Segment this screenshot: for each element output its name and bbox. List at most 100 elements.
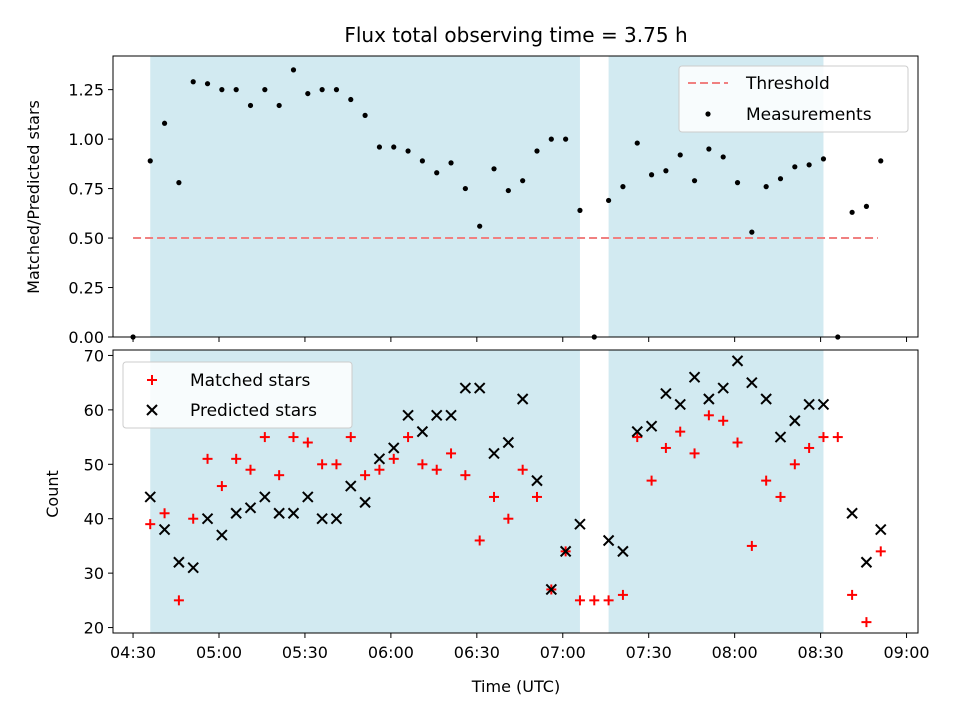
legend-measurements-label: Measurements bbox=[746, 105, 872, 125]
measurement-point bbox=[161, 120, 168, 126]
predicted-star-point-b bbox=[259, 491, 271, 503]
predicted-star-point-b bbox=[173, 556, 185, 568]
matched-star-point bbox=[517, 464, 528, 475]
predicted-star-point bbox=[373, 453, 386, 465]
predicted-star-point-b bbox=[359, 496, 371, 509]
measurement-point bbox=[190, 79, 196, 85]
matched-star-point bbox=[775, 491, 786, 502]
predicted-star-point bbox=[359, 496, 371, 509]
predicted-star-point-b bbox=[230, 507, 242, 519]
matched-star-point bbox=[173, 595, 184, 606]
predicted-star-point-b bbox=[674, 398, 686, 411]
predicted-star-point bbox=[273, 507, 285, 519]
predicted-star-point bbox=[216, 529, 228, 541]
predicted-star-point-b bbox=[287, 507, 300, 519]
matched-star-point bbox=[503, 513, 514, 524]
matched-star-point bbox=[446, 448, 457, 459]
matched-star-point bbox=[646, 475, 657, 486]
predicted-star-point-b bbox=[860, 556, 873, 568]
matched-star-point bbox=[703, 410, 714, 421]
matched-star-point bbox=[832, 432, 843, 443]
predicted-star-point-b bbox=[158, 523, 171, 536]
bottom-y-tick-label-0: 20 bbox=[84, 619, 104, 638]
top-y-tick-label-0: 0.00 bbox=[68, 328, 104, 347]
top-chart-title: Flux total observing time = 3.75 h bbox=[344, 23, 687, 47]
predicted-star-point-b bbox=[803, 398, 815, 411]
bottom-panel: 04:30 05:00 05:30 06:00 06:30 07:00 07:30 08:00… bbox=[84, 346, 930, 662]
predicted-star-point bbox=[617, 545, 629, 558]
legend-matched-swatch bbox=[147, 375, 157, 385]
top-y-axis-label: Matched/Predicted stars bbox=[24, 100, 43, 294]
measurement-point bbox=[563, 136, 569, 142]
bottom-y-tick-label-3: 50 bbox=[84, 455, 104, 474]
matched-star-point bbox=[259, 432, 270, 443]
predicted-star-point-b bbox=[789, 415, 801, 427]
measurement-point bbox=[734, 180, 741, 186]
bottom-legend: Matched stars Predicted stars bbox=[122, 361, 353, 429]
predicted-star-point bbox=[416, 425, 429, 438]
predicted-star-point bbox=[173, 556, 185, 568]
matched-star-point bbox=[274, 470, 285, 481]
x-tick-label-1: 05:00 bbox=[196, 643, 242, 662]
measurement-point bbox=[176, 180, 182, 186]
legend-predicted-label: Predicted stars bbox=[190, 401, 317, 421]
bottom-y-tick-label-1: 30 bbox=[84, 564, 104, 583]
matched-star-point bbox=[302, 437, 313, 448]
predicted-star-point bbox=[302, 491, 314, 503]
measurement-point bbox=[319, 87, 325, 93]
measurement-point bbox=[348, 96, 354, 103]
bottom-y-axis-label: Count bbox=[43, 470, 62, 518]
predicted-star-point bbox=[817, 398, 830, 411]
matched-star-point bbox=[388, 453, 399, 464]
measurement-point bbox=[648, 172, 655, 178]
measurement-point bbox=[534, 148, 540, 154]
measurement-point bbox=[391, 144, 397, 150]
predicted-star-point-b bbox=[216, 529, 228, 541]
predicted-star-point-b bbox=[273, 507, 285, 519]
legend-matched-label: Matched stars bbox=[190, 371, 310, 391]
predicted-star-point bbox=[388, 442, 400, 454]
matched-star-point bbox=[804, 442, 815, 453]
measurement-point bbox=[634, 140, 640, 146]
predicted-star-point-b bbox=[531, 474, 543, 487]
predicted-star-point-b bbox=[602, 534, 615, 547]
matched-star-point bbox=[317, 459, 328, 470]
predicted-star-point bbox=[645, 420, 658, 432]
predicted-star-point bbox=[345, 480, 357, 492]
x-tick-label-7: 08:00 bbox=[712, 643, 758, 662]
matched-star-point bbox=[288, 432, 299, 443]
matched-star-point bbox=[145, 519, 156, 530]
top-y-tick-label-4: 1.00 bbox=[68, 130, 104, 149]
measurement-point bbox=[247, 102, 254, 109]
predicted-star-point bbox=[431, 409, 443, 422]
measurement-point bbox=[691, 178, 698, 184]
measurement-point bbox=[620, 184, 626, 190]
measurement-point bbox=[792, 164, 798, 170]
measurement-point bbox=[448, 160, 454, 166]
predicted-star-point bbox=[144, 491, 156, 503]
matched-star-point bbox=[431, 464, 442, 475]
predicted-star-point bbox=[789, 415, 801, 427]
x-tick-label-2: 05:30 bbox=[282, 643, 328, 662]
predicted-star-point-b bbox=[201, 513, 214, 525]
measurement-point bbox=[290, 67, 297, 73]
matched-star-point bbox=[216, 481, 227, 492]
top-plot-frame bbox=[112, 55, 919, 338]
measurement-point bbox=[606, 197, 612, 204]
x-tick-label-3: 06:00 bbox=[368, 643, 414, 662]
predicted-star-point-b bbox=[373, 453, 386, 465]
measurement-point bbox=[419, 158, 425, 164]
predicted-star-point bbox=[330, 513, 343, 525]
matched-star-point bbox=[460, 470, 471, 481]
measurement-point bbox=[491, 166, 497, 172]
matched-star-point bbox=[489, 491, 500, 502]
measurement-point bbox=[849, 209, 855, 215]
predicted-star-point bbox=[559, 545, 572, 558]
matched-star-point bbox=[474, 535, 485, 546]
predicted-star-point-b bbox=[846, 507, 858, 519]
measurement-point bbox=[405, 148, 411, 154]
predicted-star-point bbox=[746, 376, 758, 389]
predicted-star-point bbox=[488, 447, 500, 460]
predicted-star-point-b bbox=[388, 442, 400, 454]
predicted-star-point bbox=[846, 507, 858, 519]
